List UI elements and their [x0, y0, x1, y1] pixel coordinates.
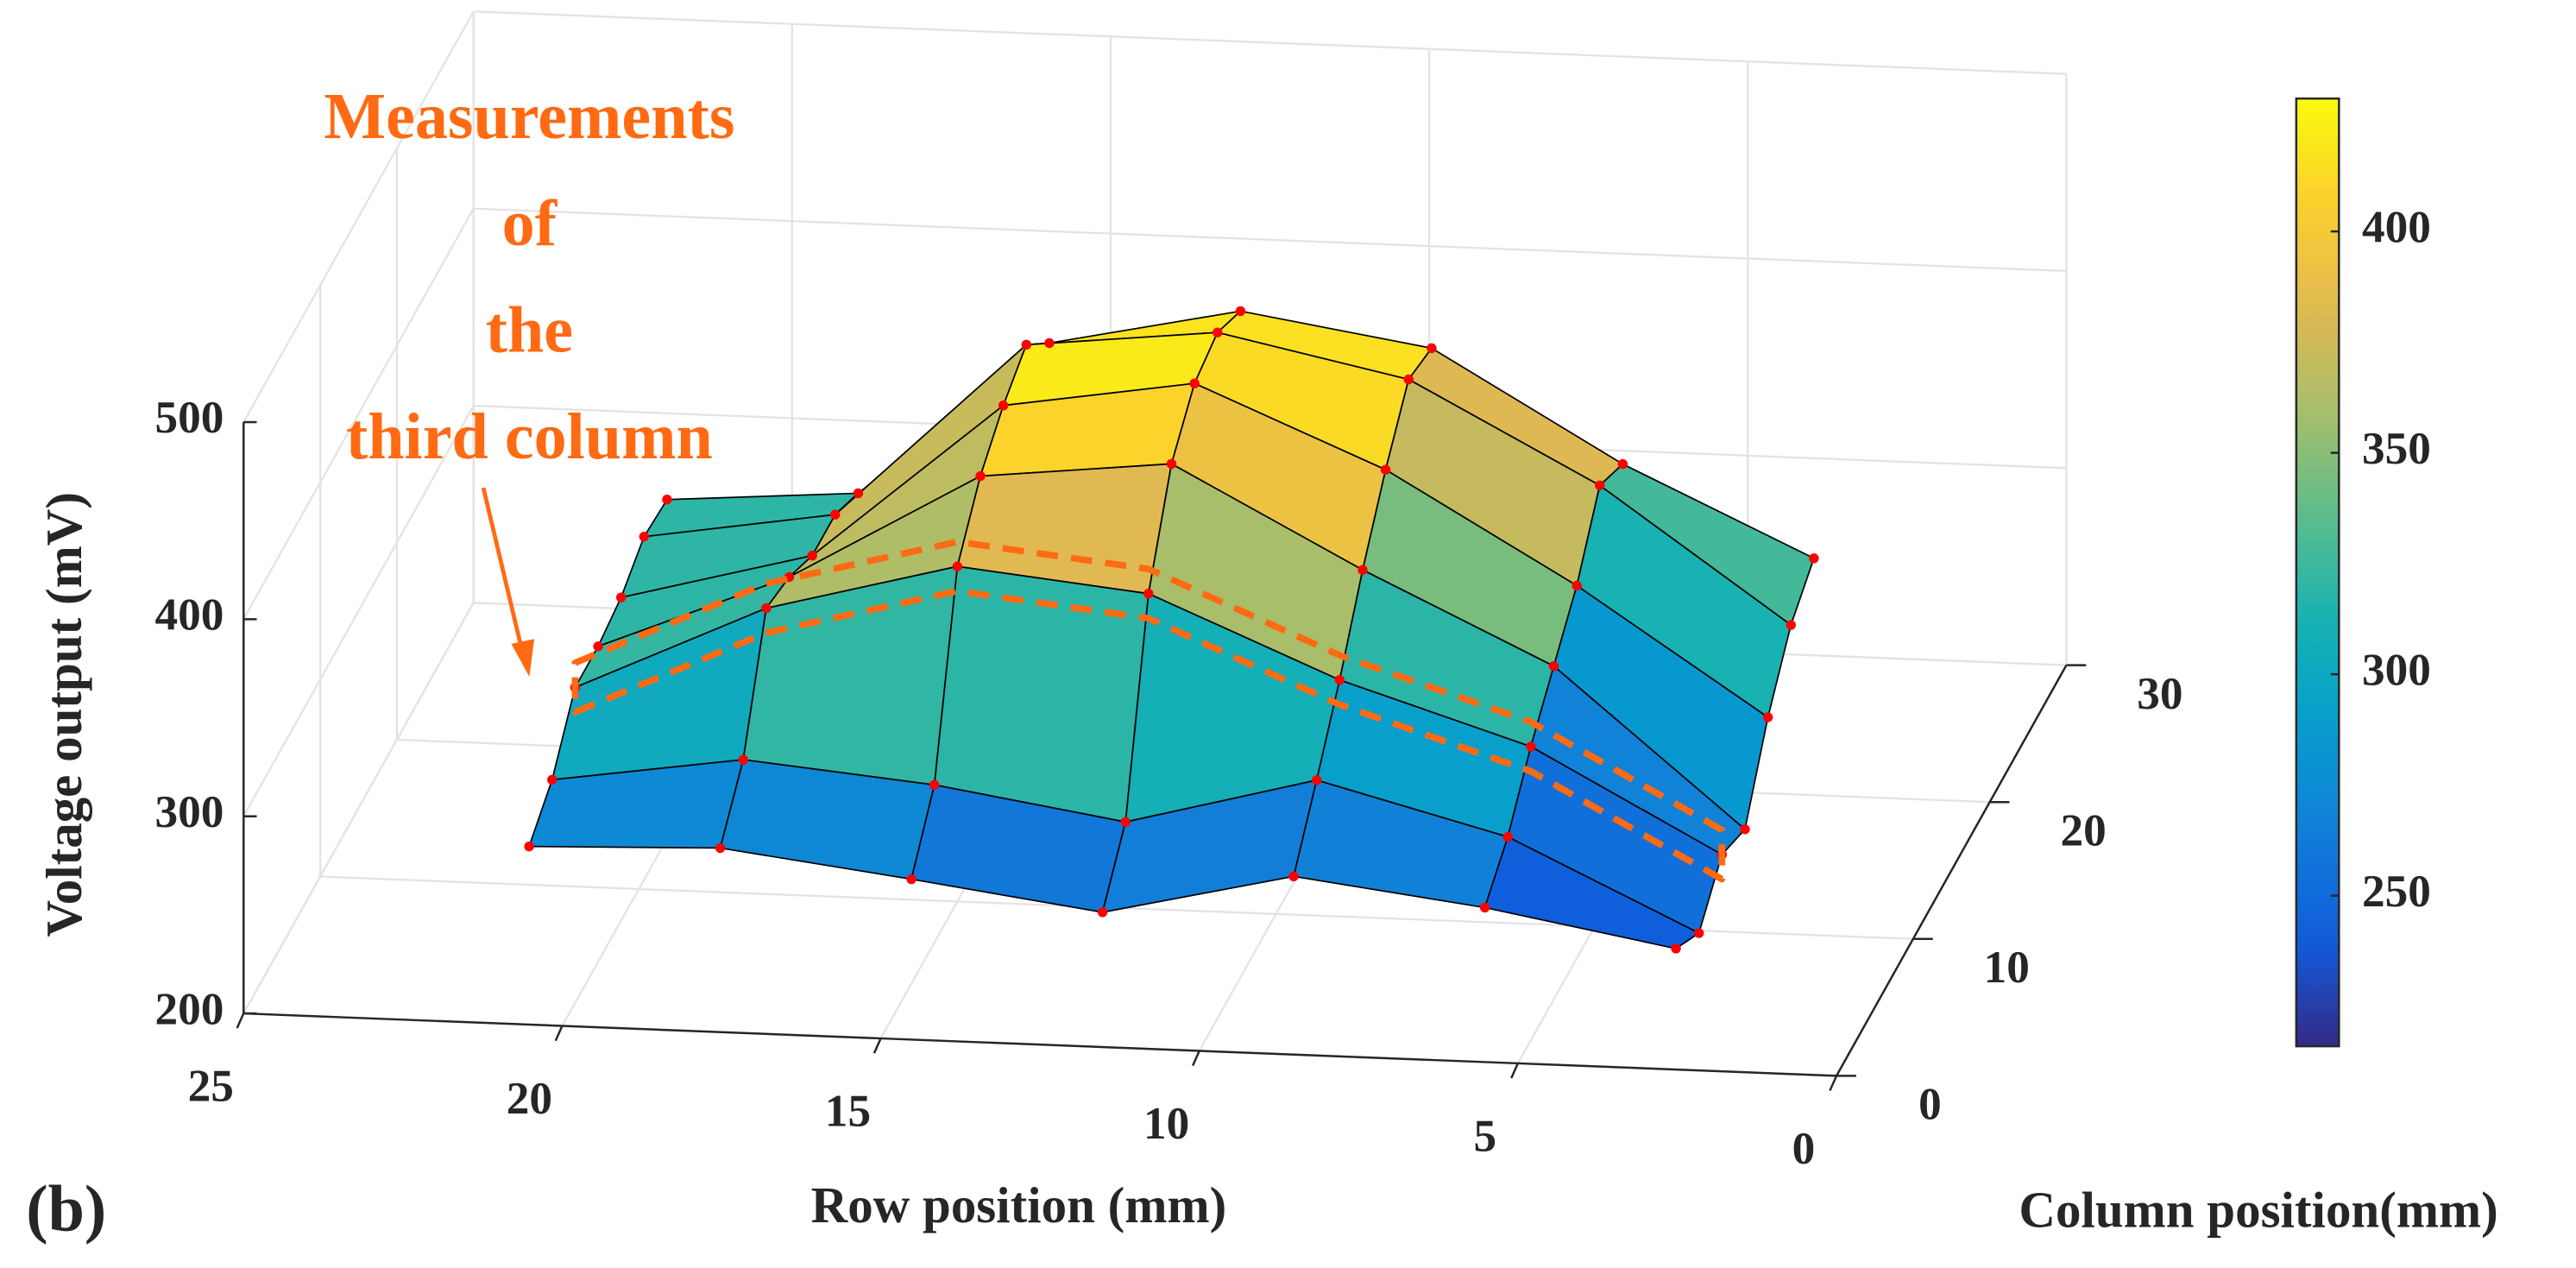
annotation-text: the	[486, 294, 573, 367]
data-point	[1021, 339, 1032, 350]
data-point	[1571, 580, 1582, 591]
data-point	[1166, 458, 1177, 470]
data-point	[547, 774, 557, 785]
colorbar-tick-label: 350	[2362, 423, 2431, 474]
data-point	[1403, 374, 1414, 385]
data-point	[761, 602, 772, 614]
data-point	[615, 592, 627, 602]
data-point	[906, 874, 916, 885]
data-point	[1334, 675, 1345, 685]
data-point	[639, 532, 650, 542]
data-point	[524, 841, 534, 852]
colorbar-tick-label: 250	[2362, 866, 2431, 917]
grid-line	[242, 602, 475, 1014]
data-point	[1740, 824, 1750, 835]
grid-line	[473, 10, 2067, 75]
data-point	[1044, 338, 1055, 349]
x-tick-label: 0	[1792, 1123, 1816, 1174]
data-point	[1357, 565, 1368, 575]
grid-line	[473, 207, 2067, 273]
z-tick-label: 200	[155, 983, 224, 1034]
z-tick-label: 400	[155, 590, 224, 640]
x-tick	[872, 1038, 882, 1054]
data-point	[1189, 378, 1200, 388]
x-tick-label: 10	[1143, 1098, 1189, 1149]
data-point	[715, 842, 726, 854]
data-point	[853, 488, 864, 499]
data-point	[1617, 458, 1628, 470]
data-point	[1526, 741, 1536, 752]
data-point	[1312, 775, 1322, 785]
grid-line	[242, 10, 475, 423]
colorbar-tick-label: 300	[2362, 644, 2431, 695]
data-point	[952, 561, 963, 571]
x-tick	[1829, 1075, 1838, 1091]
data-point	[1212, 327, 1223, 338]
y-tick-label: 20	[2060, 805, 2106, 856]
data-point	[1479, 902, 1490, 913]
annotation-text: Measurements	[324, 80, 734, 153]
panel-label: (b)	[26, 1173, 106, 1246]
data-point	[1502, 831, 1513, 842]
data-point	[1809, 553, 1819, 564]
data-point	[1427, 343, 1437, 354]
z-tick-label: 500	[155, 392, 224, 443]
grid-line	[242, 405, 475, 817]
data-point	[1143, 589, 1154, 599]
data-point	[1548, 660, 1559, 672]
x-tick	[236, 1013, 245, 1029]
y-axis-line	[1835, 665, 2068, 1076]
x-tick	[1192, 1050, 1200, 1067]
data-point	[738, 754, 748, 765]
data-point	[1380, 464, 1391, 475]
data-point	[593, 641, 603, 652]
x-tick-label: 20	[507, 1073, 552, 1124]
data-point	[975, 470, 986, 482]
x-axis-line	[243, 1012, 1837, 1077]
x-axis-label: Row position (mm)	[811, 1177, 1227, 1233]
data-point	[998, 401, 1009, 411]
annotation-text: third column	[346, 401, 713, 473]
data-point	[830, 509, 841, 520]
data-point	[1235, 306, 1246, 317]
x-tick-label: 5	[1474, 1111, 1497, 1162]
z-axis-label: Voltage output (mV)	[35, 492, 92, 937]
x-tick	[554, 1025, 564, 1042]
data-point	[1097, 907, 1108, 918]
x-tick-label: 15	[825, 1086, 871, 1137]
data-point	[1595, 480, 1605, 491]
data-point	[1671, 943, 1681, 954]
data-point	[1762, 712, 1773, 722]
annotation-text: of	[502, 187, 558, 260]
z-tick-label: 300	[155, 786, 224, 837]
data-point	[1694, 928, 1704, 938]
highlight-outline	[571, 538, 1726, 883]
x-tick	[1510, 1063, 1520, 1079]
y-axis-label: Column position(mm)	[2019, 1182, 2497, 1239]
x-tick-label: 25	[188, 1061, 234, 1112]
y-tick-label: 10	[1984, 942, 2030, 993]
data-point	[1120, 817, 1131, 827]
y-tick-label: 30	[2137, 668, 2182, 719]
colorbar-tick-label: 400	[2362, 201, 2431, 252]
data-point	[807, 551, 817, 561]
colorbar	[2295, 97, 2340, 1048]
grid-line	[242, 208, 475, 620]
annotation-arrow	[481, 487, 526, 654]
y-tick-label: 0	[1918, 1079, 1942, 1130]
data-point	[1786, 620, 1796, 630]
data-point	[929, 779, 940, 791]
annotation-arrowhead	[511, 639, 535, 677]
data-point	[662, 495, 672, 505]
data-point	[1288, 871, 1299, 882]
